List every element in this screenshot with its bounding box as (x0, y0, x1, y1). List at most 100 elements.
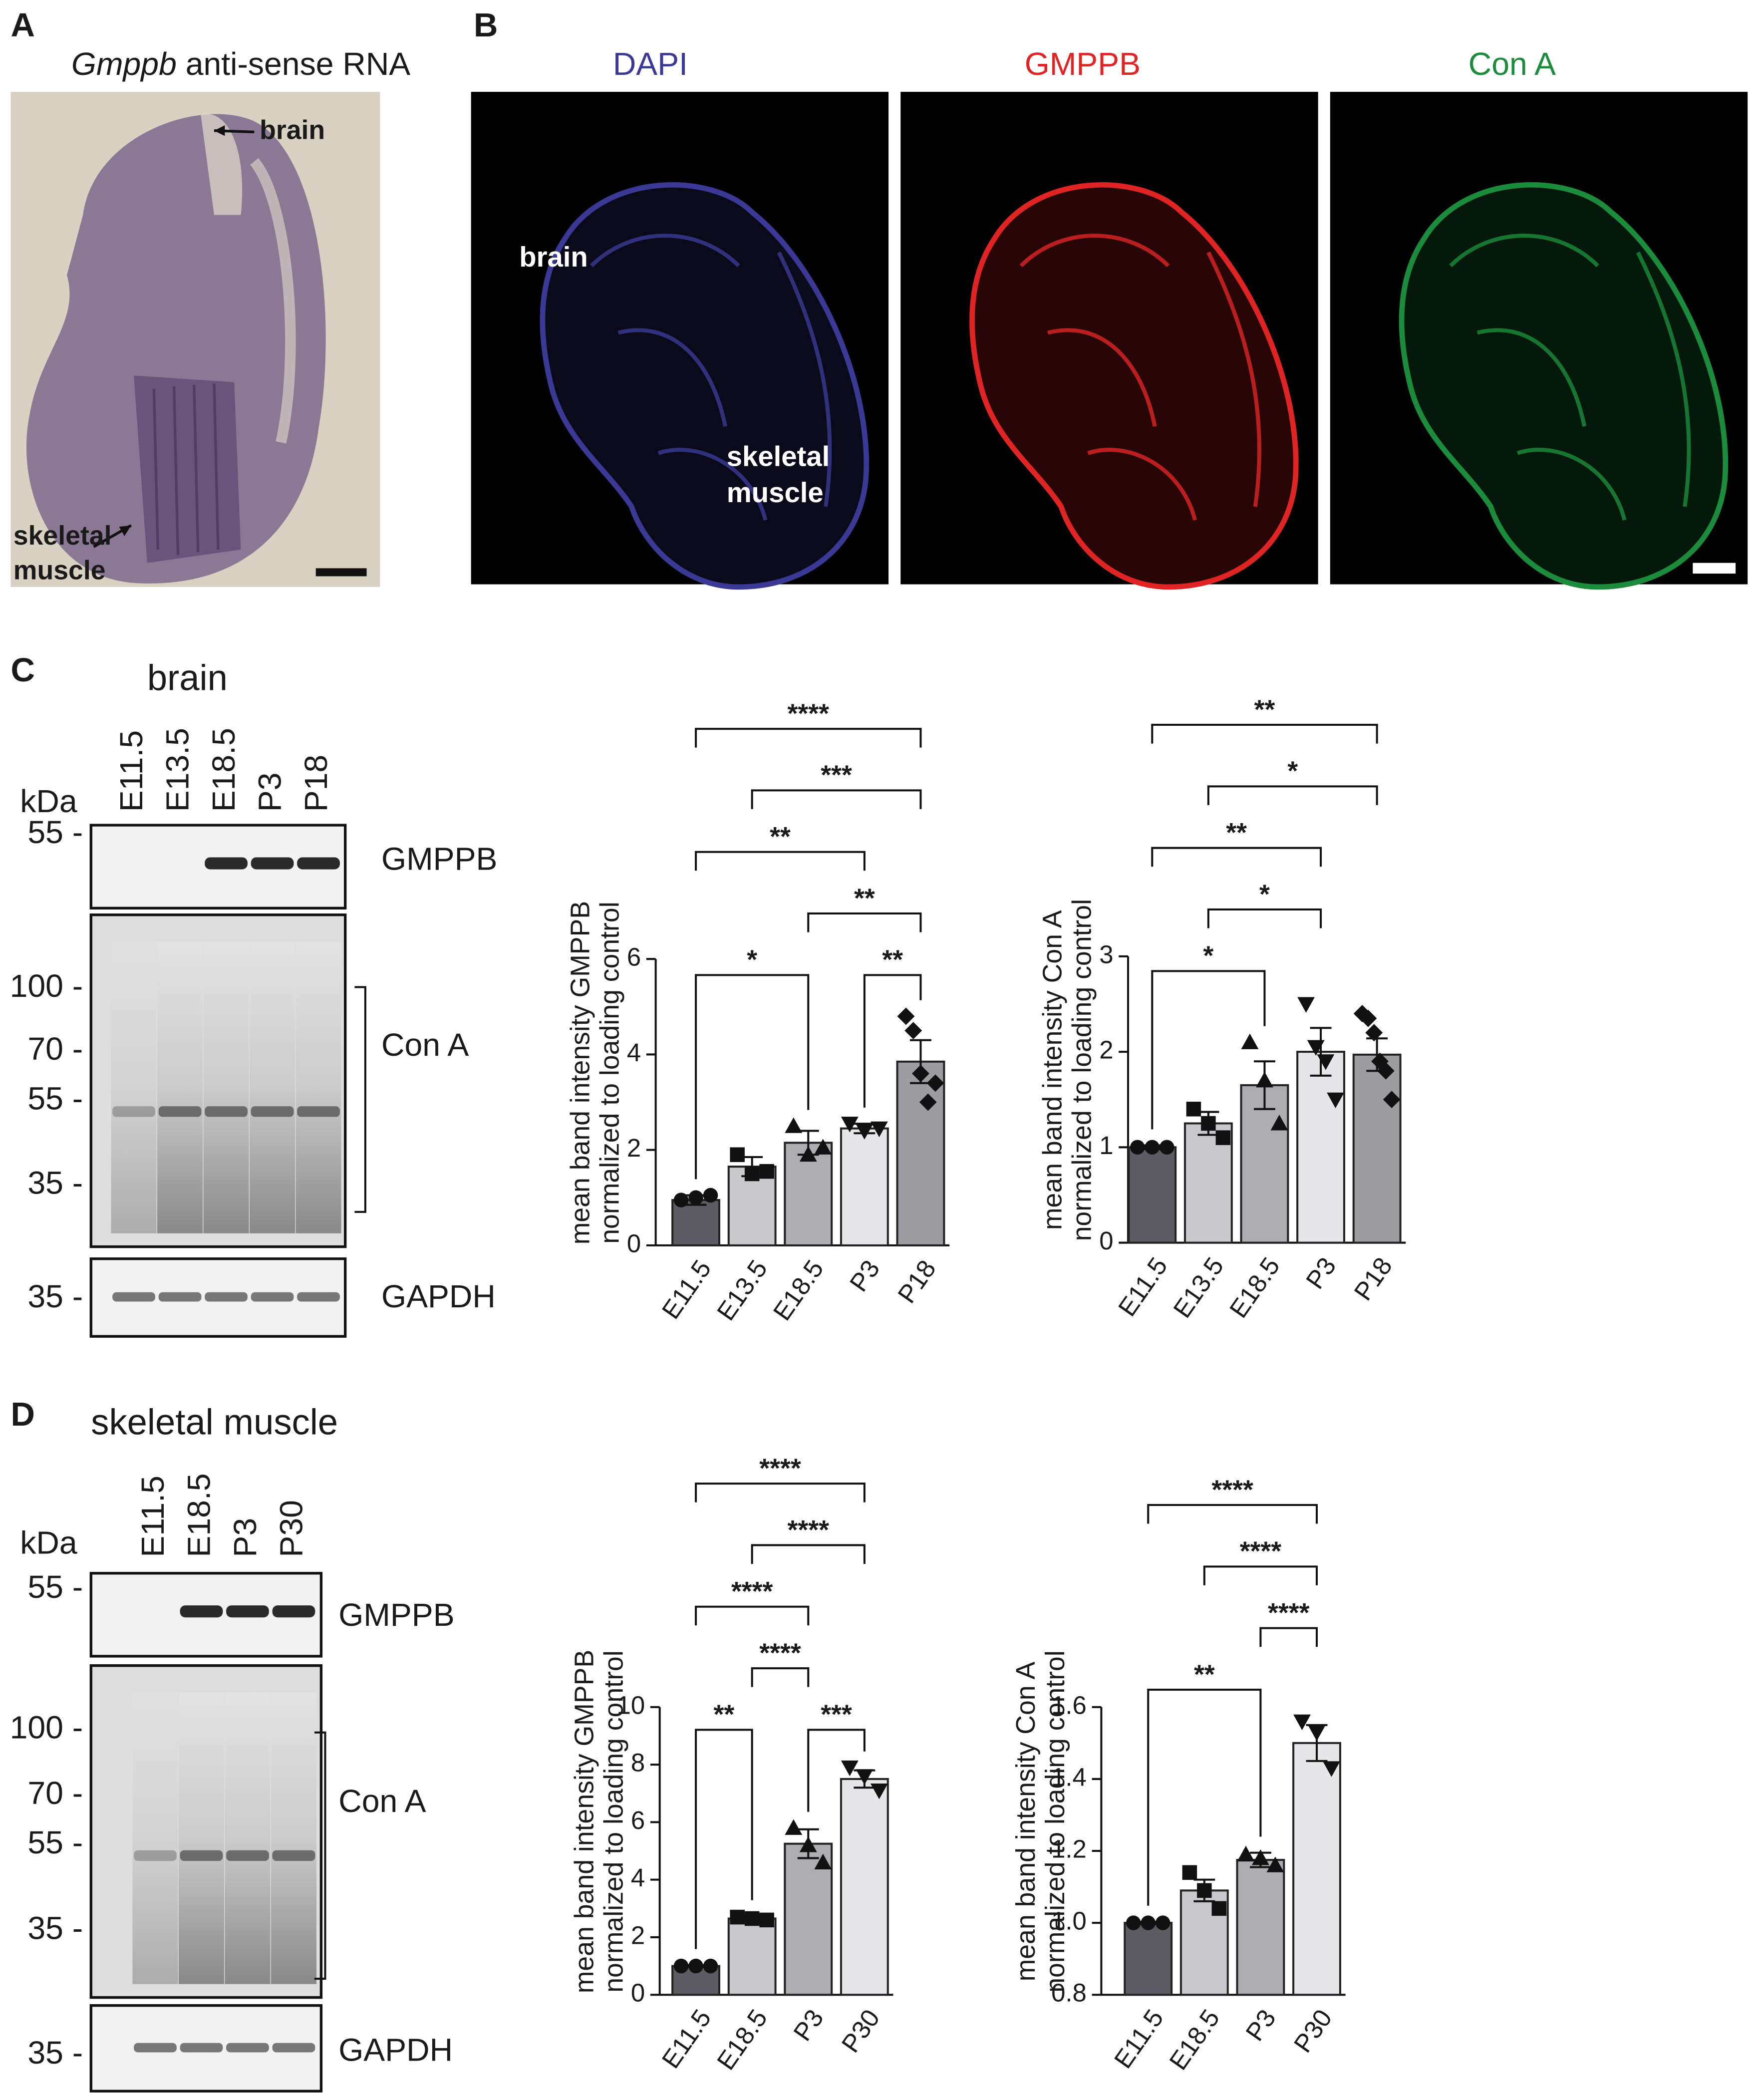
bar (671, 1199, 721, 1246)
data-point (1160, 1140, 1174, 1155)
significance-bracket (695, 1483, 866, 1502)
band (180, 1850, 223, 1861)
data-point (856, 1769, 874, 1785)
data-point (1308, 1725, 1326, 1741)
data-point (1297, 997, 1315, 1013)
lane-smear (225, 1692, 271, 1984)
embryo (969, 182, 1299, 590)
y-axis-label: normalized to loading control (1040, 1650, 1070, 1992)
significance-bracket (695, 1729, 753, 1949)
marker-label: 35 - (27, 1278, 83, 1314)
data-point (1377, 1062, 1395, 1080)
scale-bar (1693, 563, 1736, 574)
y-tick-label: 0 (1099, 1226, 1113, 1255)
y-axis-label: mean band intensity Con A (1038, 910, 1068, 1230)
data-point (785, 1117, 803, 1133)
significance-label: * (747, 945, 757, 975)
marker-label: 55 - (27, 1569, 83, 1605)
data-point (1317, 1054, 1335, 1070)
lane-label: P3 (252, 773, 288, 812)
y-tick-label: 10 (617, 1691, 645, 1719)
x-tick-label: E18.5 (768, 1255, 829, 1326)
y-tick-label: 4 (631, 1863, 645, 1892)
data-point (1241, 1033, 1259, 1049)
y-tick-label: 1.6 (1051, 1691, 1087, 1719)
y-tick-label: 2 (627, 1134, 641, 1162)
embryo-outline (969, 182, 1299, 590)
annotation: muscle (13, 556, 106, 586)
marker-label: 35 - (27, 2035, 83, 2071)
band (272, 1850, 315, 1861)
x-tick-label: E18.5 (1224, 1252, 1285, 1323)
x-tick-label: E13.5 (1168, 1252, 1229, 1323)
band (205, 1106, 248, 1117)
data-point (1237, 1845, 1255, 1862)
tissue-title: brain (147, 658, 228, 698)
x-tick-label: P3 (844, 1255, 885, 1297)
data-point (703, 1958, 718, 1974)
annotation: brain (519, 241, 588, 273)
panel-label: B (474, 6, 498, 44)
significance-bracket (1259, 1627, 1318, 1647)
significance-label: ** (854, 883, 875, 913)
embryo (540, 182, 869, 590)
blot-label: Con A (381, 1027, 469, 1063)
significance-bracket (807, 1729, 866, 1812)
significance-bracket (751, 1667, 810, 1687)
bar (1124, 1922, 1173, 1996)
fluorescence-images (471, 91, 1748, 590)
band (180, 1605, 223, 1618)
marker-label: 55 - (27, 814, 83, 850)
annotation: muscle (727, 477, 824, 508)
lane-label: P30 (273, 1500, 309, 1557)
significance-bracket (1151, 970, 1266, 1130)
y-axis-label: normalized to loading control (1067, 899, 1097, 1241)
y-axis-label: normalized to loading control (598, 1650, 628, 1992)
bar (840, 1127, 889, 1246)
significance-bracket (1151, 847, 1322, 867)
significance-bracket (1151, 724, 1378, 744)
significance-label: ** (1226, 818, 1247, 848)
data-point (730, 1147, 745, 1162)
lane-smear (132, 1692, 178, 1984)
y-tick-label: 1.2 (1051, 1834, 1087, 1863)
significance-label: **** (1211, 1475, 1253, 1504)
embryo-structure (1019, 234, 1261, 521)
significance-label: *** (821, 760, 852, 790)
embryo (1399, 182, 1729, 590)
band (297, 1106, 340, 1117)
data-point (870, 1784, 888, 1800)
x-tick-label: E18.5 (711, 2004, 773, 2075)
data-point (841, 1117, 859, 1133)
lane-smear (295, 941, 341, 1233)
marker-label: 100 - (10, 968, 83, 1004)
significance-label: **** (759, 1638, 801, 1668)
error-bar (1310, 1027, 1332, 1077)
data-point (785, 1819, 803, 1835)
data-point (1365, 1024, 1383, 1042)
data-point (1256, 1072, 1273, 1088)
data-point (870, 1121, 888, 1138)
data-point (1182, 1865, 1197, 1880)
y-tick-label: 1.4 (1051, 1763, 1087, 1791)
channel-title: Con A (1468, 46, 1556, 82)
bracket (314, 1731, 326, 1980)
x-tick-label: E18.5 (1164, 2004, 1225, 2075)
lane-label: E13.5 (160, 728, 196, 812)
data-point (814, 1853, 832, 1870)
data-point (1211, 1901, 1227, 1916)
band (297, 1292, 340, 1302)
lane-label: E18.5 (206, 728, 242, 812)
embryo-structure (590, 234, 832, 521)
band (272, 2043, 315, 2053)
channel-title: GMPPB (1025, 46, 1141, 82)
x-tick-label: P18 (892, 1255, 941, 1308)
data-point (912, 1065, 929, 1083)
kda-label: kDa (20, 1524, 77, 1560)
marker-label: 55 - (27, 1080, 83, 1116)
panel-label: D (10, 1396, 34, 1433)
significance-label: **** (1268, 1598, 1310, 1628)
lane-label: E18.5 (181, 1473, 217, 1557)
